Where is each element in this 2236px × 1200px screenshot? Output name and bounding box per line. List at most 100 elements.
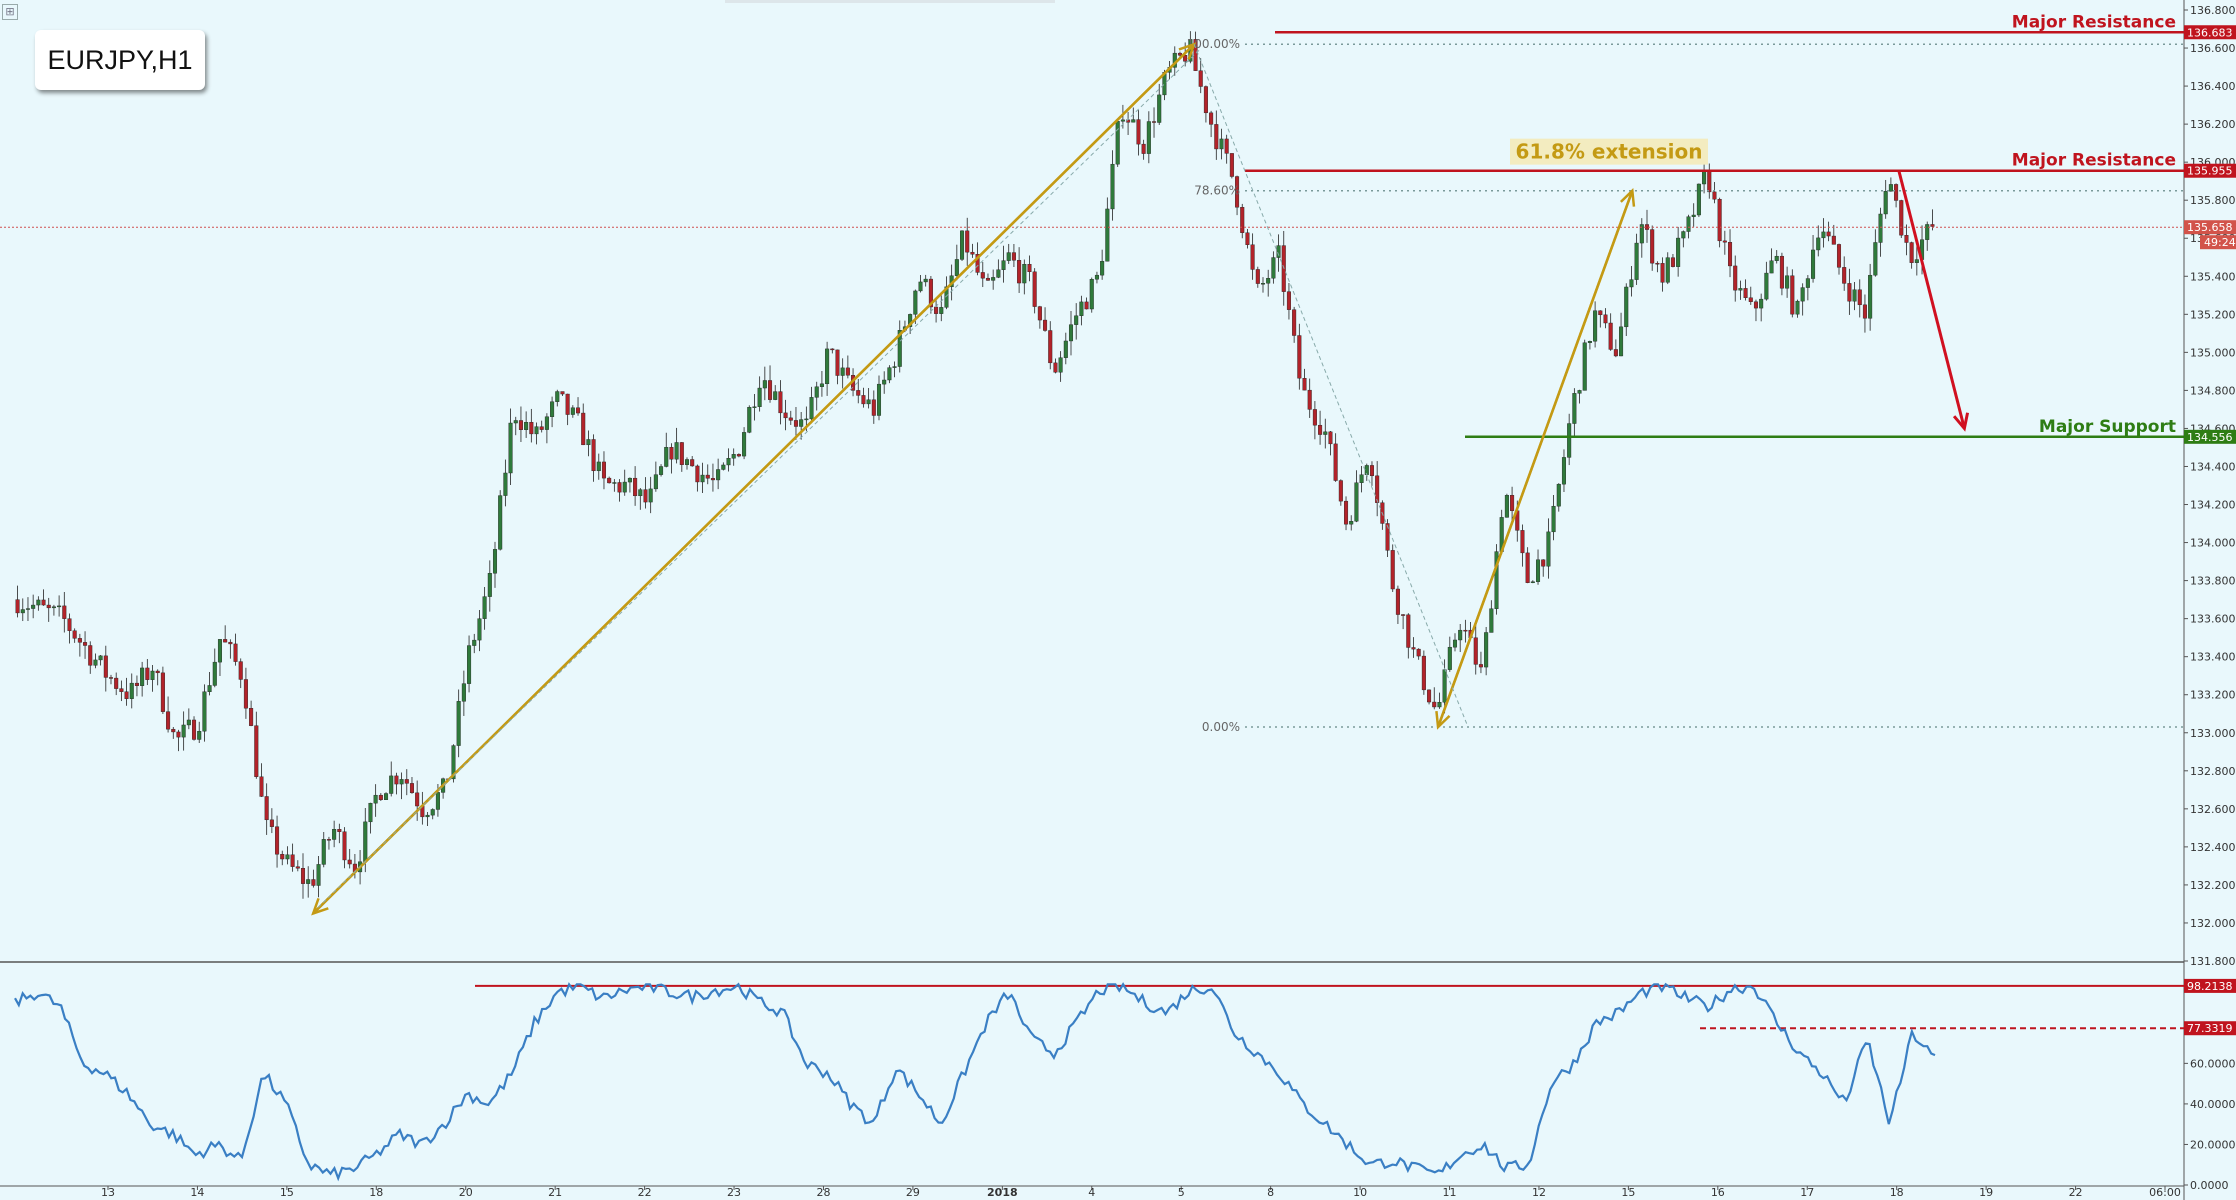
time-tick-label: 8 (1267, 1186, 1274, 1199)
candle-body (1764, 272, 1769, 300)
candle-body (939, 307, 944, 314)
candle-body (176, 731, 181, 738)
candle-body (451, 745, 456, 780)
candle-body (965, 230, 970, 253)
price-tick-label: 132.000 (2190, 917, 2236, 930)
candle-body (233, 643, 238, 662)
candle-body (1406, 614, 1411, 648)
candle-body (814, 386, 819, 398)
candle-body (1655, 262, 1660, 265)
time-tick-label: 22 (638, 1186, 652, 1199)
candle-body (716, 469, 721, 481)
candle-body (186, 719, 191, 726)
candle-body (1079, 301, 1084, 316)
candle-body (1862, 304, 1867, 319)
symbol-label: EURJPY,H1 (35, 30, 205, 90)
candle-body (513, 420, 518, 424)
candle-body (742, 432, 747, 457)
candle-body (1525, 552, 1530, 583)
fib-level-label: 78.60% (1194, 184, 1240, 198)
candle-body (202, 691, 207, 732)
candle-body (1629, 279, 1634, 288)
price-axis (2184, 0, 2236, 1200)
price-tick-label: 135.800 (2190, 194, 2236, 207)
candle-body (1452, 639, 1458, 648)
time-tick-label: 10 (1353, 1186, 1367, 1199)
candle-body (1743, 288, 1748, 298)
candle-body (887, 367, 892, 381)
candle-body (1006, 252, 1011, 261)
candle-body (721, 464, 726, 470)
candle-body (337, 829, 342, 832)
candle-body (1748, 297, 1753, 302)
candle-body (555, 391, 560, 402)
retrace-dashed-guide (1193, 44, 1469, 728)
candle-body (430, 809, 435, 816)
candle-body (1359, 474, 1364, 483)
candle-body (1458, 629, 1463, 641)
price-tick-label: 136.600 (2190, 42, 2236, 55)
candle-body (1774, 255, 1779, 261)
candle-body (705, 474, 710, 479)
candle-body (93, 659, 98, 666)
price-tick-label: 132.200 (2190, 879, 2236, 892)
candle-body (1473, 637, 1478, 665)
candle-body (819, 383, 824, 387)
candle-body (306, 879, 311, 884)
candle-body (783, 412, 788, 419)
candle-body (1847, 283, 1852, 302)
level-label: Major Support (2039, 417, 2176, 437)
candle-body (435, 792, 440, 810)
current-price-tag (2184, 220, 2236, 235)
candle-body (773, 391, 778, 400)
candle-body (534, 426, 539, 435)
level-price-tag (2184, 429, 2236, 444)
time-tick-label: 17 (1800, 1186, 1814, 1199)
candle-body (1551, 505, 1556, 533)
candle-body (1375, 475, 1380, 503)
osc-tick-label: 0.0000 (2190, 1179, 2229, 1192)
candle-body (181, 724, 186, 738)
candle-body (326, 839, 331, 841)
candle-body (856, 390, 861, 396)
candle-body (1914, 259, 1919, 263)
candle-body (461, 683, 466, 702)
candle-body (1058, 357, 1063, 373)
price-tick-label: 134.400 (2190, 460, 2236, 473)
candle-body (1904, 235, 1909, 243)
candle-body (300, 868, 306, 884)
candle-body (1442, 669, 1447, 703)
candle-body (1432, 701, 1437, 708)
price-tick-label: 135.200 (2190, 308, 2236, 321)
candle-body (638, 489, 643, 497)
level-label: Major Resistance (2012, 151, 2176, 171)
candle-body (264, 796, 269, 821)
candle-body (1624, 286, 1629, 328)
candle-body (1546, 531, 1551, 567)
candle-body (1136, 119, 1141, 145)
candle-body (197, 730, 202, 740)
candle-body (223, 639, 228, 643)
candle-body (342, 831, 347, 861)
candle-body (1722, 240, 1727, 243)
candle-body (259, 776, 264, 797)
candle-body (747, 407, 752, 433)
candle-body (129, 682, 134, 699)
chart-settings-icon[interactable]: ⊞ (2, 4, 18, 20)
candle-body (669, 447, 674, 460)
candle-body (1105, 208, 1110, 262)
candle-body (508, 422, 513, 474)
candle-body (892, 366, 897, 368)
candle-body (1665, 257, 1670, 283)
candle-body (1427, 689, 1432, 703)
time-tick-label: 16 (1711, 1186, 1725, 1199)
candle-body (1240, 207, 1245, 233)
candle-body (363, 821, 368, 862)
candle-body (1421, 655, 1426, 691)
candle-body (228, 641, 233, 645)
candle-body (778, 391, 783, 414)
candle-body (72, 630, 77, 639)
candle-body (544, 416, 549, 430)
candle-body (1110, 163, 1115, 210)
wave-arrow-up-end (312, 43, 1195, 915)
